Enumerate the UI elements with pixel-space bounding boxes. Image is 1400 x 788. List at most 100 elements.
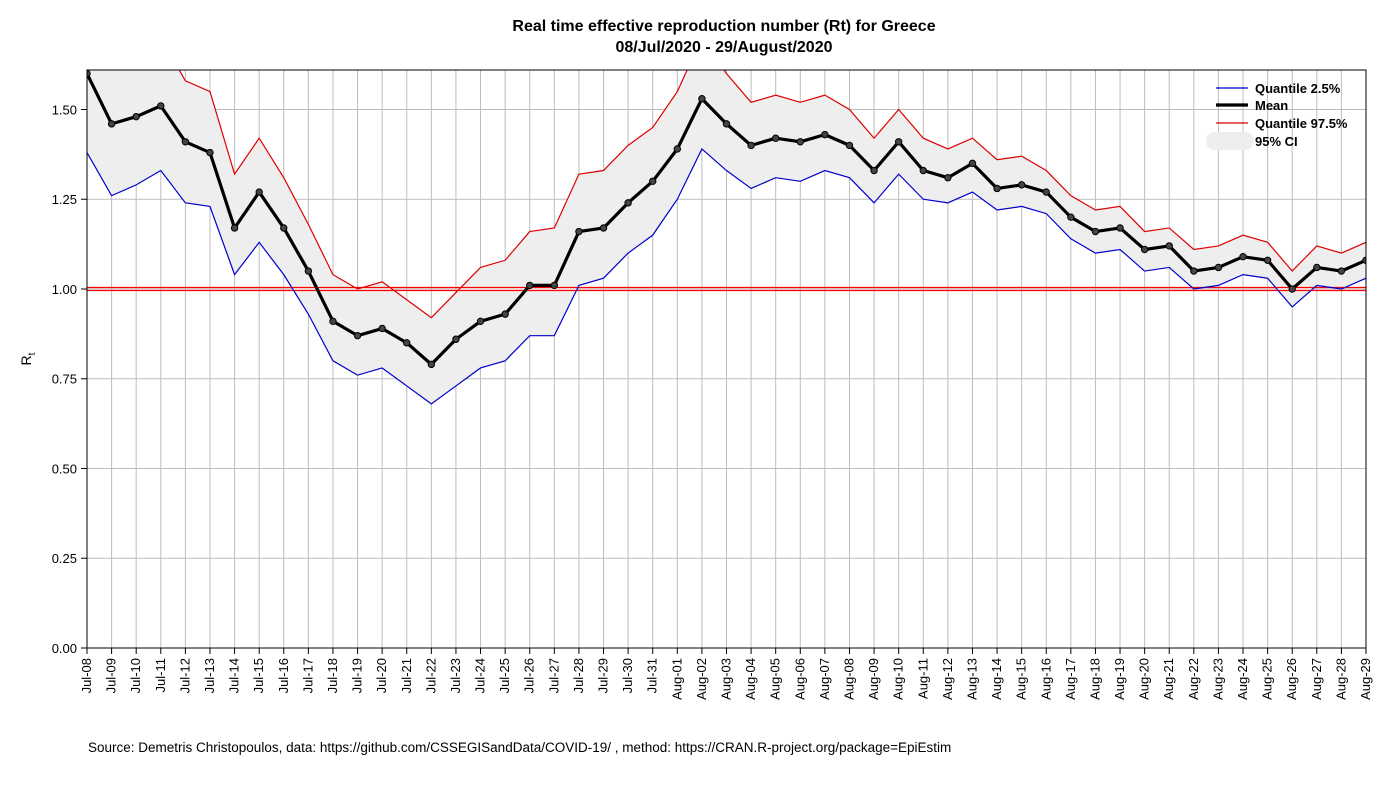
- mean-point: [1214, 263, 1223, 272]
- mean-point: [206, 148, 214, 157]
- x-tick-label: Jul-22: [423, 658, 438, 693]
- x-tick-label: Aug-06: [792, 658, 807, 700]
- x-tick-label: Aug-08: [841, 658, 856, 700]
- mean-point: [1337, 267, 1346, 275]
- x-tick-label: Jul-13: [202, 658, 217, 693]
- quantile-2-5-line: [87, 148, 1366, 405]
- mean-point: [1042, 188, 1050, 196]
- mean-point: [698, 95, 706, 103]
- quantile-97-5-line: [178, 70, 1366, 319]
- x-tick-label: Jul-11: [153, 658, 168, 692]
- x-tick-label: Jul-19: [350, 658, 365, 693]
- mean-point: [255, 188, 263, 196]
- x-tick-label: Jul-16: [276, 658, 291, 693]
- x-tick-label: Aug-02: [694, 658, 709, 700]
- mean-point: [1067, 213, 1075, 221]
- x-tick-label: Aug-12: [940, 658, 955, 700]
- mean-point: [1239, 252, 1247, 261]
- x-tick-label: Jul-17: [300, 658, 315, 693]
- mean-point: [501, 310, 509, 318]
- mean-point: [919, 166, 927, 175]
- mean-point: [107, 120, 116, 128]
- y-axis-label-subscript: t: [27, 352, 38, 355]
- x-tick-label: Aug-11: [915, 658, 930, 699]
- y-tick-label: 0.00: [52, 641, 77, 656]
- mean-point: [181, 138, 190, 146]
- mean-point: [796, 138, 804, 146]
- mean-point: [944, 174, 952, 182]
- x-tick-label: Aug-21: [1161, 658, 1176, 700]
- y-tick-label: 0.75: [52, 372, 77, 387]
- mean-point: [870, 166, 878, 175]
- y-tick-label: 1.25: [52, 192, 77, 207]
- mean-point: [722, 120, 731, 128]
- mean-point: [353, 331, 362, 340]
- x-tick-label: Aug-26: [1284, 658, 1299, 700]
- chart-title: Real time effective reproduction number …: [512, 18, 935, 35]
- mean-point: [403, 339, 411, 347]
- y-axis-label: Rt: [18, 352, 38, 365]
- mean-point: [1116, 224, 1124, 232]
- x-tick-label: Aug-13: [964, 658, 979, 700]
- chart-subtitle: 08/Jul/2020 - 29/August/2020: [616, 39, 833, 56]
- y-axis-label-main: R: [18, 355, 34, 365]
- mean-point: [993, 184, 1001, 193]
- x-tick-label: Jul-18: [325, 658, 340, 693]
- x-tick-label: Aug-10: [891, 658, 906, 700]
- x-tick-label: Jul-23: [448, 658, 463, 693]
- x-tick-label: Aug-16: [1038, 658, 1053, 700]
- x-tick-label: Jul-12: [177, 658, 192, 693]
- x-tick-label: Aug-23: [1210, 658, 1225, 700]
- x-tick-label: Aug-01: [669, 658, 684, 700]
- mean-point: [329, 317, 337, 326]
- x-tick-label: Aug-20: [1137, 658, 1152, 700]
- mean-point: [452, 335, 460, 343]
- mean-point: [1091, 227, 1100, 236]
- x-tick-label: Aug-15: [1014, 658, 1029, 700]
- mean-point: [649, 177, 657, 185]
- mean-point: [575, 227, 583, 236]
- mean-point: [599, 224, 608, 232]
- x-tick-label: Jul-25: [497, 658, 512, 693]
- x-tick-label: Jul-28: [571, 658, 586, 693]
- mean-point: [157, 102, 165, 110]
- legend-swatch-ci-band: [1206, 132, 1254, 150]
- x-axis: Jul-08 Jul-09 Jul-10 Jul-11 Jul-12 Jul-13 Jul-…: [79, 648, 1373, 700]
- x-tick-label: Aug-27: [1309, 658, 1324, 700]
- x-tick-label: Aug-18: [1087, 658, 1102, 700]
- y-tick-label: 0.25: [52, 551, 77, 566]
- x-tick-label: Jul-14: [227, 658, 242, 693]
- x-tick-label: Aug-05: [768, 658, 783, 700]
- x-tick-label: Jul-27: [546, 658, 561, 693]
- mean-point: [476, 317, 485, 326]
- mean-point: [1362, 256, 1366, 264]
- x-tick-label: Aug-17: [1063, 658, 1078, 700]
- x-tick-label: Aug-19: [1112, 658, 1127, 700]
- legend-label-ci-band: 95% CI: [1255, 134, 1298, 149]
- legend-label-mean: Mean: [1255, 98, 1288, 113]
- x-tick-label: Jul-31: [645, 658, 660, 693]
- mean-point: [1313, 263, 1321, 272]
- x-tick-label: Jul-26: [522, 658, 537, 693]
- mean-point: [968, 159, 977, 168]
- mean-point: [894, 138, 903, 146]
- x-tick-label: Aug-14: [989, 658, 1004, 700]
- mean-point: [280, 224, 288, 232]
- y-tick-label: 1.00: [52, 282, 77, 297]
- legend: Quantile 2.5% Mean Quantile 97.5% 95% CI: [1206, 81, 1348, 150]
- mean-point: [526, 281, 534, 290]
- mean-point: [845, 141, 854, 150]
- mean-point: [230, 224, 239, 232]
- y-tick-label: 0.50: [52, 461, 77, 476]
- ci-band: [87, 70, 1366, 404]
- y-tick-label: 1.50: [52, 102, 77, 117]
- mean-point: [821, 130, 829, 139]
- x-tick-label: Aug-07: [817, 658, 832, 700]
- mean-point: [304, 267, 313, 275]
- x-tick-label: Jul-09: [104, 658, 119, 693]
- x-tick-label: Aug-09: [866, 658, 881, 700]
- x-tick-label: Jul-08: [79, 658, 94, 693]
- x-tick-label: Jul-20: [374, 658, 389, 693]
- x-tick-label: Aug-03: [719, 658, 734, 700]
